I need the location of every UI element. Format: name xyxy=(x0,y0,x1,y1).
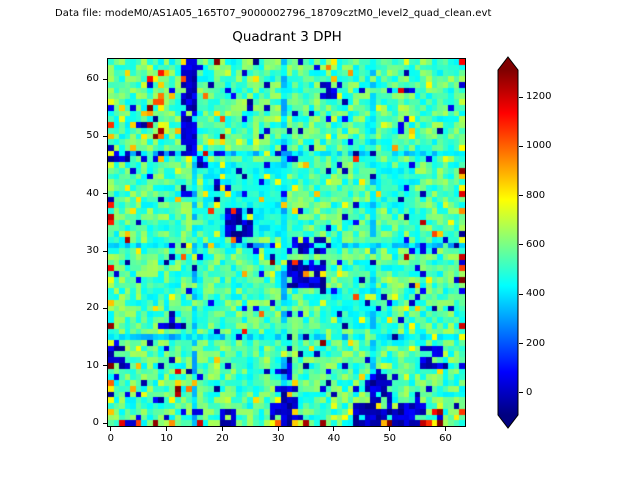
colorbar xyxy=(497,56,519,430)
x-tick-label: 60 xyxy=(439,433,452,444)
x-tick-mark xyxy=(110,427,112,431)
y-tick-label: 20 xyxy=(86,302,99,314)
x-tick-mark xyxy=(277,427,279,431)
colorbar-tick-mark xyxy=(519,343,523,345)
x-tick-label: 10 xyxy=(160,433,173,444)
y-tick-label: 50 xyxy=(86,130,99,142)
y-tick-label: 30 xyxy=(86,245,99,257)
y-tick-mark xyxy=(103,250,107,252)
heatmap-plot-area xyxy=(107,58,466,427)
colorbar-tick-mark xyxy=(519,96,523,98)
x-tick-mark xyxy=(333,427,335,431)
heatmap-canvas xyxy=(108,59,465,426)
y-tick-mark xyxy=(103,307,107,309)
colorbar-tick-label: 1200 xyxy=(526,91,552,103)
y-tick-mark xyxy=(103,365,107,367)
y-tick-label: 40 xyxy=(86,187,99,199)
y-tick-mark xyxy=(103,193,107,195)
x-tick-label: 50 xyxy=(383,433,397,444)
y-tick-label: 10 xyxy=(86,359,99,371)
x-tick-mark xyxy=(221,427,223,431)
colorbar-tick-mark xyxy=(519,145,523,147)
x-tick-mark xyxy=(444,427,446,431)
colorbar-tick-label: 1000 xyxy=(526,140,552,152)
colorbar-tick-mark xyxy=(519,195,523,197)
colorbar-svg xyxy=(497,56,519,429)
y-tick-label: 0 xyxy=(92,417,99,429)
x-tick-label: 0 xyxy=(107,433,114,444)
colorbar-tick-mark xyxy=(519,293,523,295)
x-tick-mark xyxy=(389,427,391,431)
colorbar-tick-label: 400 xyxy=(526,288,546,300)
colorbar-tick-label: 0 xyxy=(526,386,533,398)
chart-title: Quadrant 3 DPH xyxy=(232,29,342,45)
y-tick-mark xyxy=(103,78,107,80)
colorbar-tick-label: 600 xyxy=(526,238,546,250)
x-tick-label: 40 xyxy=(327,433,341,444)
colorbar-tick-label: 200 xyxy=(526,337,546,349)
y-tick-label: 60 xyxy=(86,73,99,85)
y-tick-mark xyxy=(103,422,107,424)
colorbar-tick-label: 800 xyxy=(526,189,546,201)
y-tick-mark xyxy=(103,135,107,137)
colorbar-tick-mark xyxy=(519,244,523,246)
x-tick-label: 20 xyxy=(215,433,229,444)
colorbar-bar xyxy=(497,56,519,429)
x-tick-label: 30 xyxy=(271,433,285,444)
data-file-label: Data file: modeM0/AS1A05_165T07_90000027… xyxy=(55,8,492,19)
colorbar-tick-mark xyxy=(519,392,523,394)
x-tick-mark xyxy=(166,427,168,431)
